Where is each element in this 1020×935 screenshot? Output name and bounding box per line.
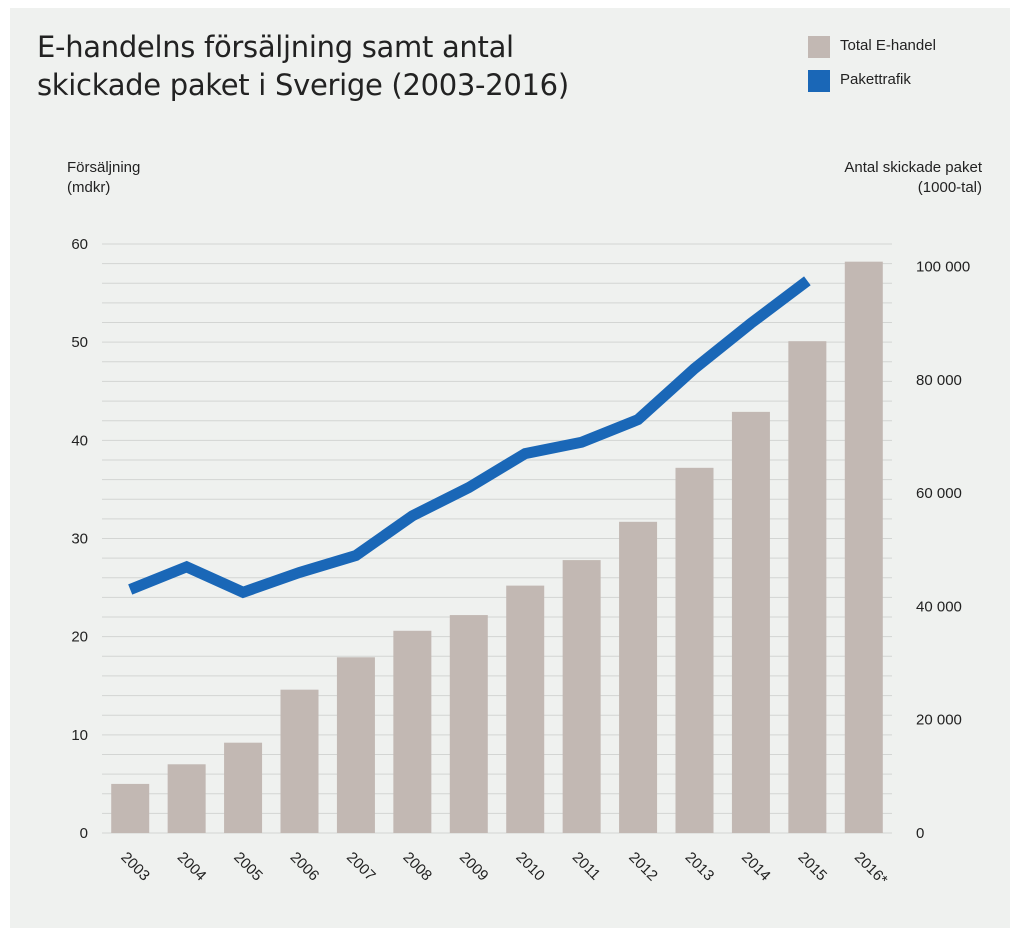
- x-tick-label: 2014: [738, 849, 774, 885]
- left-axis-title: Försäljning (mdkr): [67, 158, 140, 198]
- left-tick-label: 50: [71, 334, 88, 351]
- x-tick-label: 2009: [456, 849, 492, 885]
- bar-2016: [844, 261, 883, 833]
- right-tick-label: 100 000: [916, 259, 970, 276]
- bar-2010: [506, 585, 545, 833]
- bar-2015: [788, 341, 827, 833]
- bar-2006: [280, 689, 319, 833]
- x-tick-label: 2012: [625, 849, 661, 885]
- x-tick-label: 2005: [230, 849, 266, 885]
- right-tick-label: 20 000: [916, 712, 962, 729]
- bar-2011: [562, 560, 601, 833]
- left-tick-label: 0: [80, 825, 88, 842]
- chart-title-line-1: E-handelns försäljning samt antal: [37, 30, 514, 64]
- x-tick-label: 2003: [117, 849, 153, 885]
- legend-label-total-ehandel: Total E-handel: [840, 37, 936, 54]
- left-tick-label: 60: [71, 236, 88, 253]
- right-axis-title: Antal skickade paket (1000-tal): [844, 158, 982, 198]
- x-tick-label: 2004: [174, 849, 210, 885]
- x-tick-label: 2006: [287, 849, 323, 885]
- x-tick-label: 2015: [795, 849, 831, 885]
- left-tick-label: 30: [71, 531, 88, 548]
- bar-2005: [224, 742, 263, 833]
- right-axis-title-line-1: Antal skickade paket: [844, 159, 982, 176]
- x-tick-label: 2007: [343, 849, 379, 885]
- left-axis-title-line-1: Försäljning: [67, 159, 141, 176]
- chart-title-line-2: skickade paket i Sverige (2003-2016): [37, 68, 569, 102]
- bar-2003: [111, 783, 150, 833]
- x-tick-label: 2013: [682, 849, 718, 885]
- bar-2004: [167, 764, 206, 833]
- legend-label-pakettrafik: Pakettrafik: [840, 71, 911, 88]
- legend-swatch-total-ehandel: [808, 36, 830, 58]
- right-tick-label: 80 000: [916, 372, 962, 389]
- right-tick-label: 40 000: [916, 598, 962, 615]
- x-tick-label: 2010: [512, 849, 548, 885]
- chart-panel: E-handelns försäljning samt antal skicka…: [10, 8, 1010, 928]
- bar-2009: [449, 615, 488, 833]
- x-tick-label: 2011: [569, 849, 604, 884]
- bar-2012: [619, 521, 658, 833]
- bar-2013: [675, 467, 714, 833]
- right-axis-title-line-2: (1000-tal): [917, 179, 982, 196]
- right-tick-label: 60 000: [916, 485, 962, 502]
- chart-plot-area: 0 10 20 30 40 50 60 0 20 000 40 000 60 000 80 000 10…: [71, 236, 970, 889]
- bar-2014: [731, 411, 770, 833]
- left-tick-label: 10: [71, 727, 88, 744]
- right-tick-label: 0: [916, 825, 924, 842]
- x-tick-label: 2016*: [851, 849, 891, 889]
- left-tick-label: 20: [71, 629, 88, 646]
- bar-2008: [393, 630, 432, 833]
- bar-2007: [336, 657, 375, 833]
- left-axis-title-line-2: (mdkr): [67, 179, 111, 196]
- x-tick-label: 2008: [400, 849, 436, 885]
- legend-swatch-pakettrafik: [808, 70, 830, 92]
- left-tick-label: 40: [71, 432, 88, 449]
